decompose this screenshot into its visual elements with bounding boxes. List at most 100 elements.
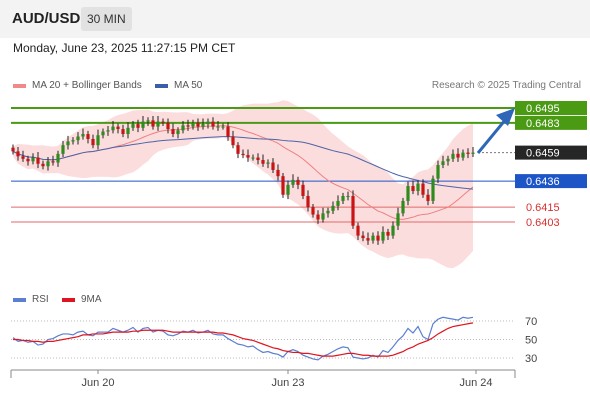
timestamp: Monday, June 23, 2025 11:27:15 PM CET [13,41,236,55]
bullish-candle [156,121,160,127]
bearish-candle [136,124,140,128]
bearish-candle [241,153,245,156]
price-label-0-6403: 0.6403 [526,217,560,229]
bullish-candle [46,161,50,167]
bullish-candle [201,124,205,127]
resistance-label-bg [515,115,587,130]
rsi-level-label-50: 50 [525,335,537,347]
bullish-candle [416,183,420,192]
bearish-candle [16,151,20,157]
bearish-candle [426,194,430,201]
bollinger-swatch [13,83,26,88]
bullish-candle [346,195,350,197]
bearish-candle [271,162,275,170]
bullish-candle [251,157,255,159]
bearish-candle [236,145,240,154]
bullish-candle [221,126,225,128]
projection-arrow-line [476,118,508,154]
bullish-candle [176,130,180,135]
bearish-candle [91,138,95,146]
bearish-candle [456,153,460,158]
bullish-candle [56,153,60,163]
legend-rsi: RSI [13,294,49,305]
bullish-candle [141,121,145,128]
ma50-swatch [155,83,168,88]
price-label-0-6483: 0.6483 [526,118,560,130]
bullish-candle [371,235,375,241]
bearish-candle [226,126,230,137]
bearish-candle [376,235,380,241]
legend-ma50-label: MA 50 [174,80,203,91]
x-tick-label: Jun 20 [81,377,114,389]
bearish-candle [361,235,365,239]
bullish-candle [126,127,130,135]
ma9-swatch [62,297,75,302]
bullish-candle [111,126,115,131]
bullish-candle [381,231,385,241]
bullish-candle [451,153,455,159]
bullish-candle [61,145,65,154]
resistance-label-bg [515,101,587,115]
rsi-9ma-line [13,322,474,357]
bullish-candle [71,140,75,142]
legend-ma50: MA 50 [155,80,202,91]
bullish-candle [146,120,150,122]
bearish-candle [161,121,165,123]
bearish-candle [466,152,470,154]
price-label-0-6495: 0.6495 [526,103,560,115]
chart-header: AUD/USD 30 MIN [0,0,590,38]
price-label-0-6415: 0.6415 [526,202,560,214]
bullish-candle [436,165,440,179]
bearish-candle [296,179,300,185]
bullish-candle [291,179,295,185]
bearish-candle [301,184,305,196]
price-label-0-6436: 0.6436 [526,176,560,188]
bullish-candle [406,186,410,201]
bearish-candle [116,126,120,130]
bullish-candle [101,131,105,136]
bullish-candle [336,200,340,206]
rsi-line [12,316,474,361]
bearish-candle [121,129,125,135]
symbol-title: AUD/USD [12,10,81,27]
bullish-candle [66,141,70,146]
bearish-candle [386,231,390,236]
bullish-candle [31,157,35,162]
bullish-candle [391,225,395,236]
bullish-candle [326,210,330,214]
bearish-candle [281,176,285,195]
bullish-candle [396,213,400,226]
pivot-label-bg [515,174,587,189]
bullish-candle [131,124,135,128]
bearish-candle [26,158,30,162]
bullish-candle [461,152,465,158]
legend-bollinger: MA 20 + Bollinger Bands [13,80,142,91]
bearish-candle [261,160,265,164]
bearish-candle [256,157,260,161]
bullish-candle [446,158,450,162]
bullish-candle [96,135,100,146]
bullish-candle [206,121,210,125]
bullish-candle [81,134,85,137]
price-label-0-6459: 0.6459 [526,148,560,160]
timeframe-badge[interactable]: 30 MIN [81,7,132,31]
bearish-candle [186,125,190,127]
candles-group [11,116,475,245]
bearish-candle [36,157,40,164]
bearish-candle [211,121,215,127]
rsi-swatch [13,297,26,302]
legend-9ma-label: 9MA [81,294,102,305]
bearish-candle [311,207,315,215]
bearish-candle [411,186,415,192]
ma50-line [12,136,474,190]
legend-rsi-label: RSI [32,294,49,305]
bullish-candle [431,178,435,201]
projection-arrow-head [496,108,515,126]
bullish-candle [106,130,110,132]
bearish-candle [306,195,310,208]
bearish-candle [166,122,170,130]
bullish-candle [471,152,475,154]
bearish-candle [246,155,250,158]
bullish-candle [401,200,405,214]
